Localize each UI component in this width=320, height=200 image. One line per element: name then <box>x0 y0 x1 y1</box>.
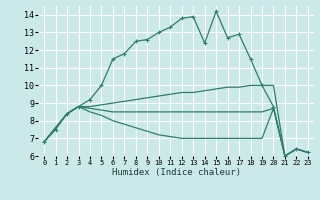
X-axis label: Humidex (Indice chaleur): Humidex (Indice chaleur) <box>111 168 241 177</box>
